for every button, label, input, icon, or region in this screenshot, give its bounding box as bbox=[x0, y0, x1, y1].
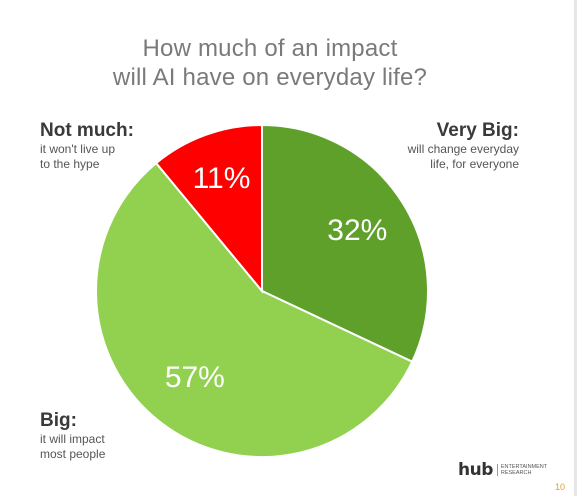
legend-very-big-heading: Very Big: bbox=[436, 120, 519, 141]
chart-title-line-1: How much of an impact bbox=[142, 35, 398, 62]
pie-slices bbox=[95, 123, 429, 458]
slide-edge-divider bbox=[574, 0, 577, 496]
legend-very-big-desc-1: will change everyday bbox=[407, 142, 519, 156]
hub-logo-subtitle: Entertainment Research bbox=[496, 464, 548, 476]
legend-not-much-desc-2: to the hype bbox=[40, 157, 100, 171]
chart-title-line-2: will AI have on everyday life? bbox=[112, 64, 428, 91]
legend-not-much-heading: Not much: bbox=[40, 120, 134, 141]
page-number: 10 bbox=[554, 482, 565, 492]
pie-slice-label-very-big: 32% bbox=[327, 214, 387, 247]
legend-big-heading: Big: bbox=[40, 410, 77, 431]
hub-logo: hub Entertainment Research bbox=[458, 460, 547, 480]
pie-slice-label-big: 57% bbox=[165, 361, 225, 394]
hub-logo-sub-line-1: Entertainment bbox=[500, 464, 548, 470]
chart-title: How much of an impact will AI have on ev… bbox=[0, 34, 540, 92]
legend-big-desc-1: it will impact bbox=[40, 432, 105, 446]
pie-slice-labels: 32% 57% 11% bbox=[165, 162, 388, 394]
pie-slice-very-big bbox=[261, 123, 429, 364]
legend-not-much-desc-1: it won't live up bbox=[40, 142, 115, 156]
pie-slice-big bbox=[95, 161, 414, 458]
legend-very-big: Very Big: will change everyday life, for… bbox=[408, 120, 519, 172]
legend-big: Big: it will impact most people bbox=[40, 410, 105, 462]
hub-logo-word: hub bbox=[458, 460, 493, 480]
pie-slice-label-not-much: 11% bbox=[193, 162, 251, 195]
hub-logo-sub-line-2: Research bbox=[500, 470, 532, 476]
legend-not-much: Not much: it won't live up to the hype bbox=[40, 120, 134, 172]
pie-slice-not-much bbox=[154, 123, 263, 294]
legend-big-desc-2: most people bbox=[40, 447, 106, 461]
legend-very-big-desc-2: life, for everyone bbox=[430, 157, 519, 171]
